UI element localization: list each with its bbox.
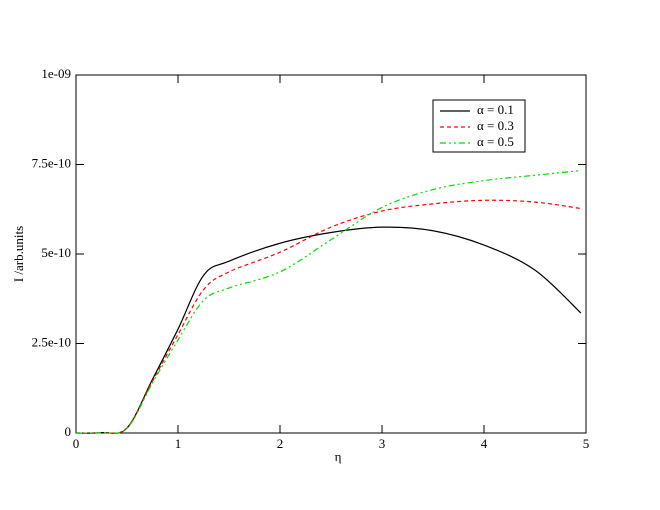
x-tick-label: 1 [175, 436, 182, 451]
x-tick-label: 5 [583, 436, 590, 451]
x-tick-label: 0 [73, 436, 80, 451]
legend-box [432, 99, 526, 153]
x-tick-label: 3 [379, 436, 386, 451]
legend-label: α = 0.1 [477, 102, 514, 117]
legend-label: α = 0.3 [477, 118, 514, 133]
series-line [75, 199, 581, 434]
y-tick-label: 5e-10 [41, 245, 71, 260]
y-tick-label: 0 [65, 424, 72, 439]
y-tick-label: 2.5e-10 [32, 334, 71, 349]
x-tick-label: 4 [481, 436, 488, 451]
series-line [75, 226, 582, 434]
y-tick-label: 7.5e-10 [32, 155, 71, 170]
y-tick-label: 1e-09 [41, 66, 71, 81]
x-tick-label: 2 [277, 436, 284, 451]
y-axis-label: I /arb.units [11, 226, 26, 282]
legend-label: α = 0.5 [477, 134, 514, 149]
series-line [75, 169, 581, 434]
x-axis-label: η [335, 449, 342, 464]
